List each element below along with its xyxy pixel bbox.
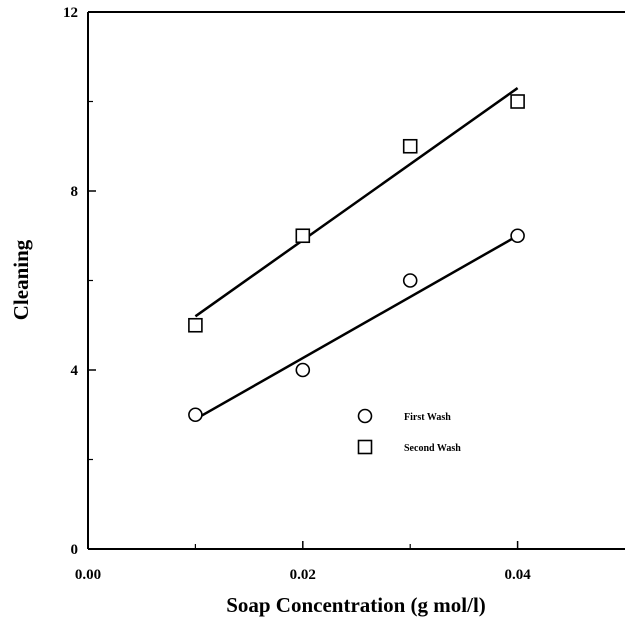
data-point-square [295, 228, 311, 244]
fit-line-circle [194, 234, 519, 421]
fit-line-square [194, 87, 519, 318]
legend-label: First Wash [404, 412, 451, 423]
data-point-square [510, 94, 525, 109]
markers [188, 94, 525, 423]
fit-lines [194, 87, 519, 421]
legend-marker-square [357, 439, 373, 455]
y-tick-label: 0 [71, 542, 79, 558]
y-tick-label: 8 [71, 184, 79, 200]
plot-area [87, 11, 625, 550]
legend-label: Second Wash [404, 443, 461, 454]
legend-marker-circle [357, 408, 373, 424]
data-point-square [188, 317, 203, 333]
data-point-circle [510, 228, 525, 244]
x-tick-label: 0.02 [290, 567, 316, 583]
y-tick-label: 4 [71, 363, 79, 379]
data-point-circle [402, 273, 418, 288]
y-tick-label: 12 [63, 5, 78, 21]
data-point-circle [188, 407, 203, 423]
data-point-circle [295, 362, 311, 378]
data-point-square [402, 138, 418, 154]
y-ticks: 0 4 8 12 [63, 5, 96, 558]
y-axis-title: Cleaning [9, 239, 33, 320]
x-tick-label: 0.00 [75, 567, 101, 583]
x-ticks: 0.00 0.02 0.04 [75, 541, 531, 583]
x-tick-label: 0.04 [504, 567, 531, 583]
x-axis-title: Soap Concentration (g mol/l) [226, 593, 486, 617]
legend: First Wash Second Wash [357, 408, 461, 455]
